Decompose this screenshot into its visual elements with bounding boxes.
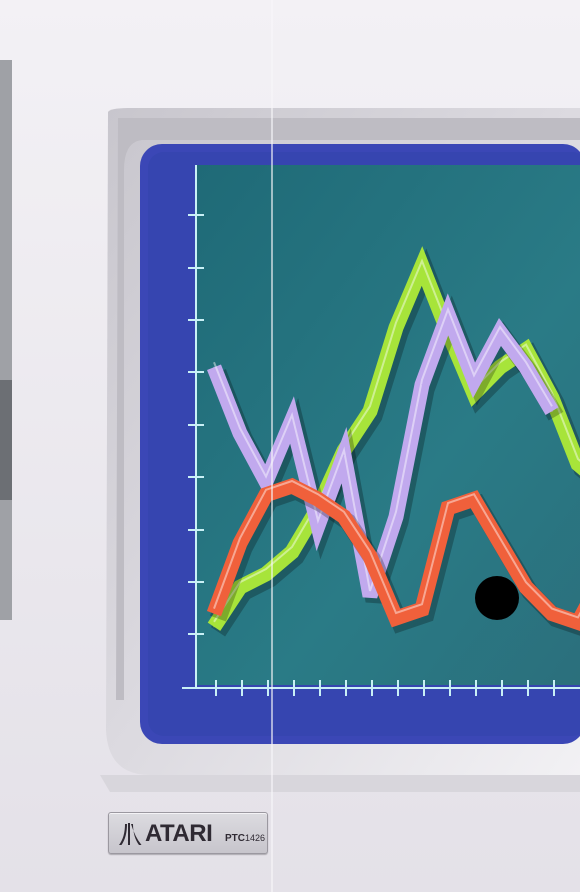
- chart-series-2-point-5: [317, 525, 319, 527]
- chart-series-1-point-12: [499, 366, 501, 368]
- chart-series-2-point-14: [551, 410, 553, 412]
- chart-series-1-point-7: [369, 410, 371, 412]
- left-edge-strip: [0, 60, 12, 620]
- chart-series-3-point-12: [499, 542, 501, 544]
- housing-ledge: [100, 775, 580, 792]
- chart-series-2-point-13: [525, 366, 527, 368]
- brand-badge: ATARI PTC1426: [108, 812, 268, 854]
- chart-series-3-point-4: [291, 485, 293, 487]
- model-suffix: 1426: [245, 833, 266, 843]
- chart-series-3-point-11: [473, 498, 475, 500]
- chart-series-3-point-9: [421, 608, 423, 610]
- chart-series-2-point-6: [343, 454, 345, 456]
- chart-series-2-highlight: [213, 306, 553, 592]
- model-text: PTC: [225, 833, 245, 844]
- chart-series-2-point-7: [369, 595, 371, 597]
- chart-series-2-point-11: [473, 379, 475, 381]
- chart-series-1-point-8: [395, 327, 397, 329]
- chart-series-1-point-13: [525, 349, 527, 351]
- chart-series-2: [207, 293, 564, 604]
- x-ticks: [215, 680, 555, 696]
- chart-series-1-point-4: [291, 551, 293, 553]
- chart-series-1-point-2: [239, 586, 241, 588]
- model-label: PTC1426: [225, 832, 265, 845]
- chart-series-2-point-4: [291, 419, 293, 421]
- y-ticks: [188, 214, 204, 635]
- chart-series-1-point-1: [213, 626, 215, 628]
- chart-series-layer: [206, 246, 580, 637]
- chart-series-1-point-9: [421, 265, 423, 267]
- chart-series-2-point-12: [499, 331, 501, 333]
- chart-series-3-point-2: [239, 542, 241, 544]
- chart-series-3-point-8: [395, 617, 397, 619]
- chart-series-1-point-3: [265, 573, 267, 575]
- chart-series-3-point-10: [447, 507, 449, 509]
- chart-series-2-point-1: [213, 366, 215, 368]
- chart-series-2-point-8: [395, 516, 397, 518]
- chart-series-3: [206, 477, 580, 636]
- chart-series-3-point-3: [265, 494, 267, 496]
- brand-logo-text: ATARI: [145, 820, 213, 847]
- left-edge-strip-dark: [0, 380, 12, 500]
- chart-series-3-point-5: [317, 498, 319, 500]
- chart-series-2-ribbon: [207, 293, 559, 599]
- chart-series-3-highlight: [213, 479, 580, 619]
- chart-series-2-point-3: [265, 481, 267, 483]
- chart-series-3-point-6: [343, 516, 345, 518]
- chart-series-1-point-15: [577, 463, 579, 465]
- chart-series-3-point-1: [213, 613, 215, 615]
- chart-series-3-point-14: [551, 613, 553, 615]
- atari-fuji-logo: [119, 823, 142, 845]
- chart-series-2-point-2: [239, 432, 241, 434]
- chart-series-3-point-7: [369, 555, 371, 557]
- chart-series-2-point-10: [447, 313, 449, 315]
- screen-marker-dot: [475, 576, 519, 620]
- chart-series-3-point-13: [525, 586, 527, 588]
- chart-series-2-point-9: [421, 384, 423, 386]
- chart-series-3-point-15: [577, 621, 579, 623]
